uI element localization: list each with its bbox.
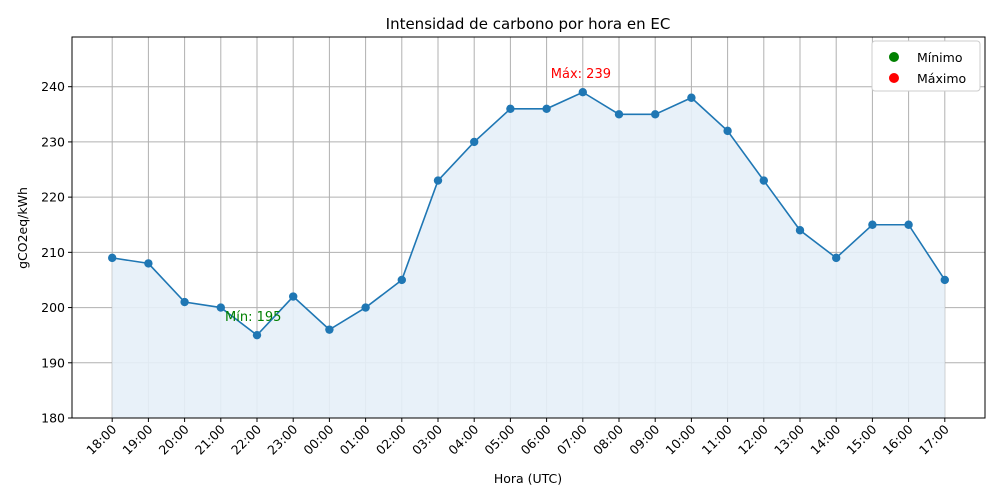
data-point: [108, 253, 117, 263]
data-point: [651, 110, 660, 119]
data-points: [108, 88, 949, 340]
chart-title: Intensidad de carbono por hora en EC: [386, 15, 671, 33]
data-point: [578, 88, 587, 97]
y-tick-label: 180: [41, 411, 65, 426]
data-point: [470, 137, 479, 147]
data-point: [180, 297, 189, 307]
data-point: [252, 330, 262, 340]
data-point: [795, 226, 805, 235]
data-point: [542, 104, 551, 113]
data-point: [144, 259, 153, 268]
area-fill: [112, 92, 945, 418]
annotation-label: Mín: 195: [225, 310, 281, 325]
data-point: [216, 303, 225, 312]
data-point: [759, 176, 768, 185]
y-axis-ticks: 180 190 200 210 220 230 240: [41, 79, 72, 426]
y-tick-label: 230: [41, 134, 65, 149]
data-point: [433, 176, 443, 185]
annotations: Mín: 195 Máx: 239: [225, 67, 611, 325]
plot-frame: [71, 36, 986, 419]
data-point: [687, 93, 696, 102]
data-point: [506, 104, 515, 113]
data-point: [832, 253, 841, 263]
data-point: [361, 303, 370, 312]
data-point: [868, 220, 877, 229]
data-point: [325, 325, 334, 334]
y-tick-label: 190: [41, 355, 65, 370]
data-point: [614, 110, 624, 119]
legend-box: [871, 40, 981, 92]
legend: Mínimo Máximo: [871, 40, 981, 92]
y-tick-label: 200: [41, 300, 65, 315]
legend-marker-maximo: [889, 73, 899, 83]
data-point: [723, 126, 732, 136]
series-line: [112, 91, 946, 337]
y-axis-label: gCO2eq/kWh: [15, 187, 30, 269]
data-point: [397, 275, 406, 285]
legend-marker-minimo: [889, 52, 899, 62]
data-point: [940, 275, 949, 285]
legend-label-minimo: Mínimo: [917, 50, 962, 65]
data-point: [904, 220, 913, 229]
y-tick-label: 220: [41, 190, 65, 205]
x-axis-label: Hora (UTC): [494, 471, 562, 486]
y-tick-label: 240: [41, 79, 65, 94]
annotation-label: Máx: 239: [551, 67, 611, 82]
legend-label-maximo: Máximo: [917, 71, 966, 86]
y-tick-label: 210: [41, 245, 65, 260]
data-point: [289, 292, 298, 301]
